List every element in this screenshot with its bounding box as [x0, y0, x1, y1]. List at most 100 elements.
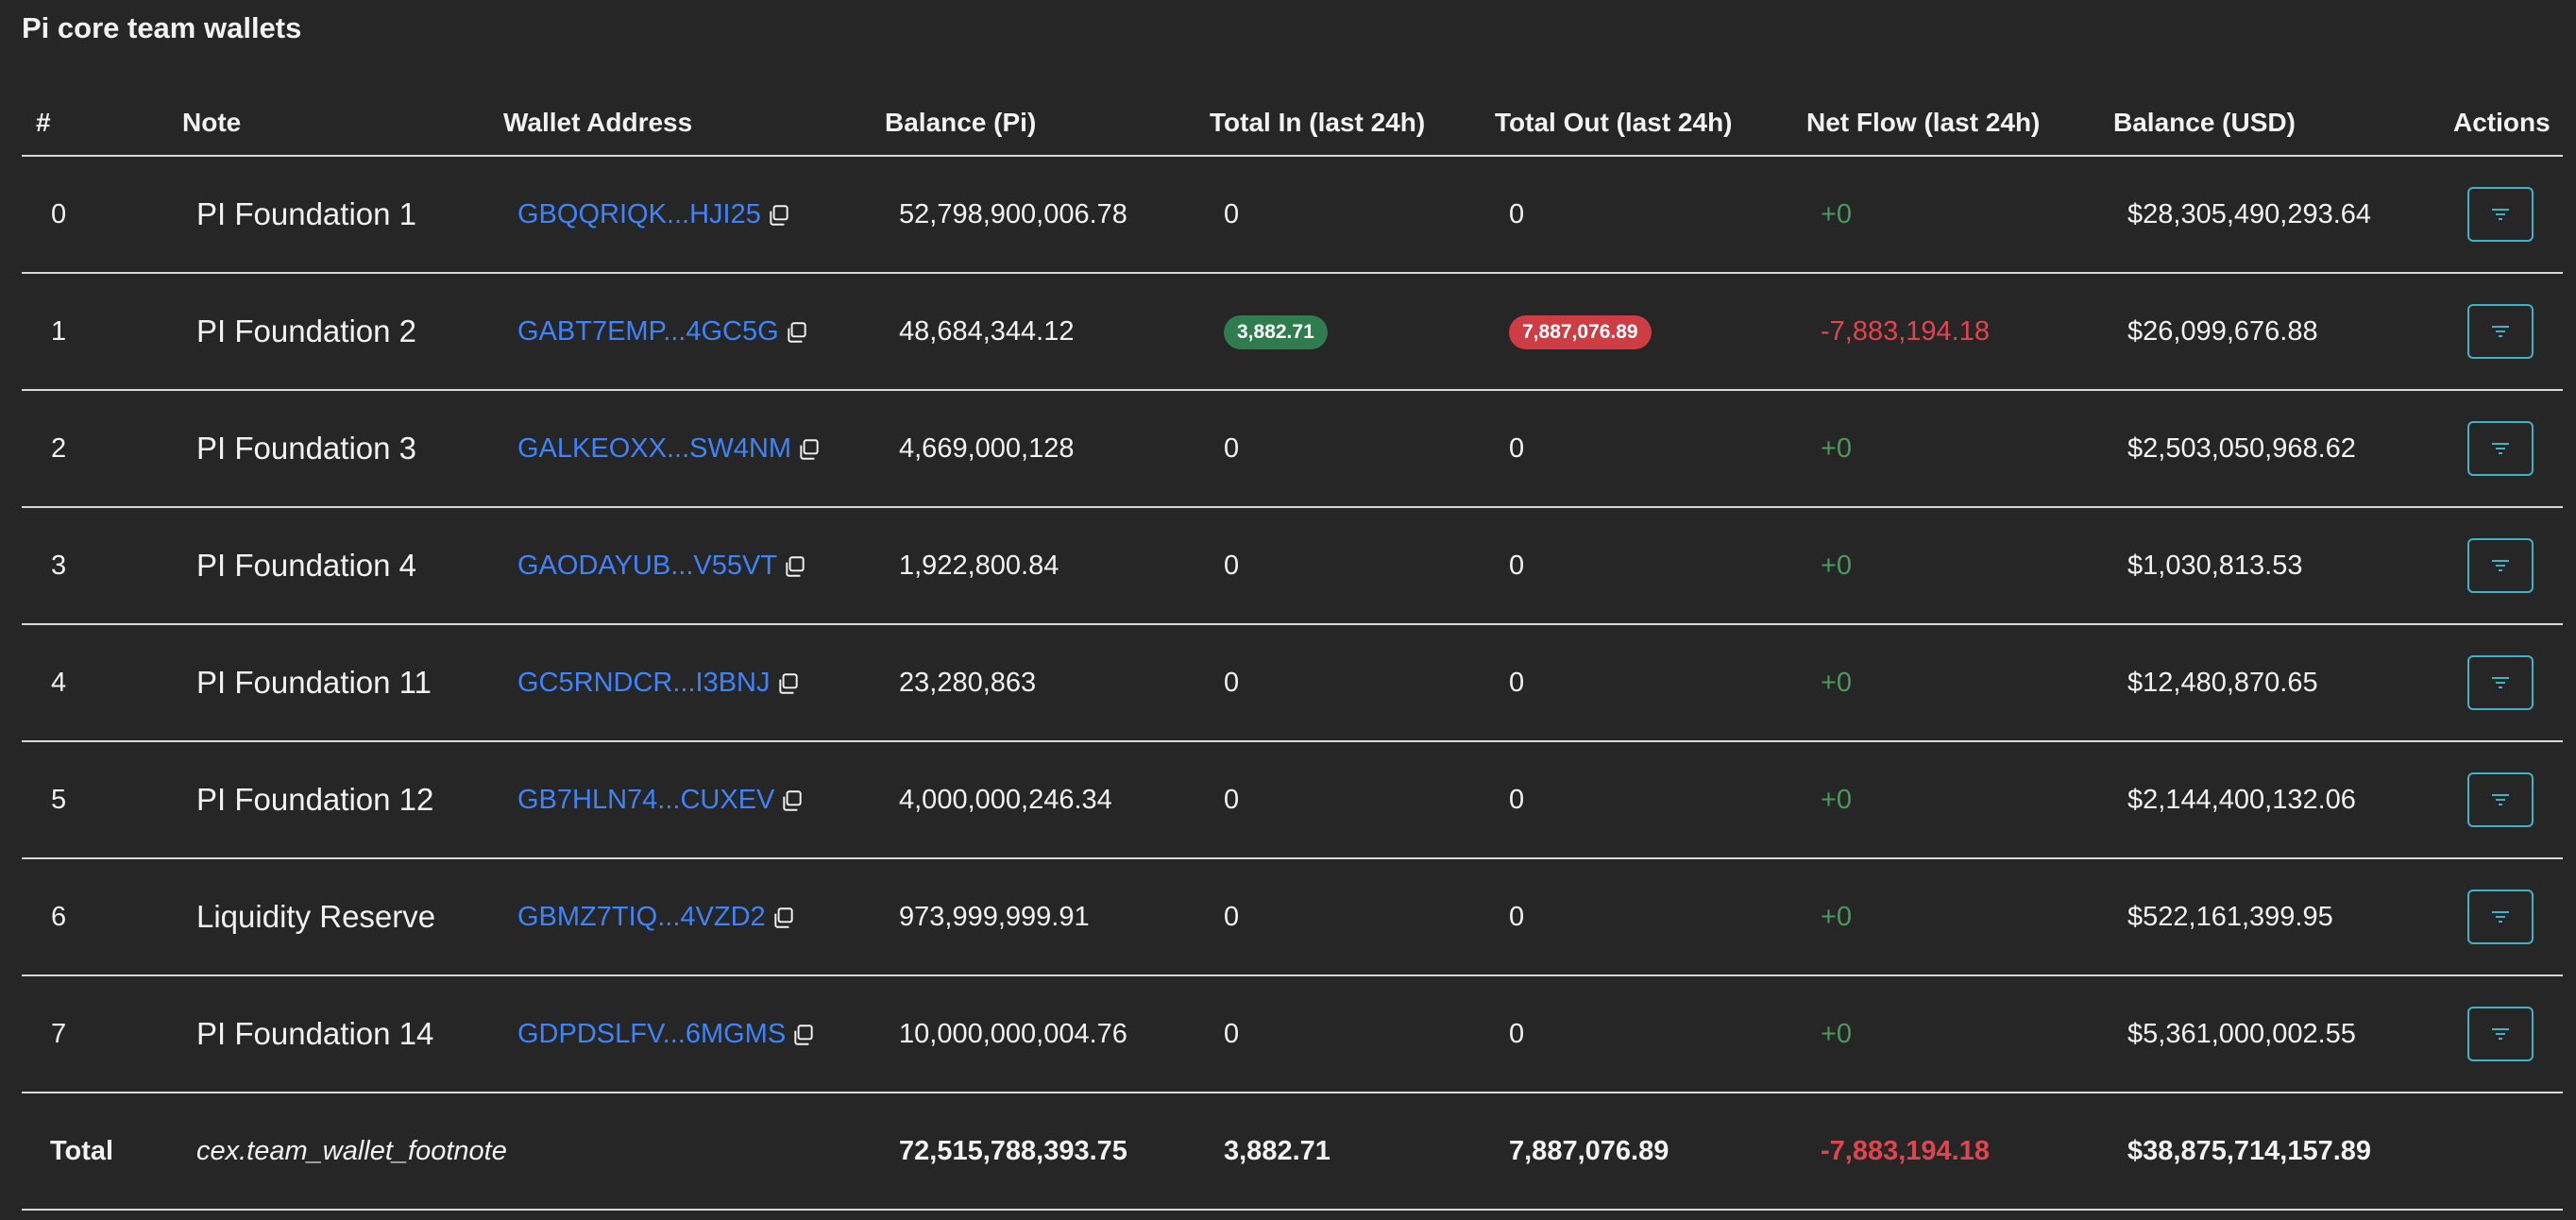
wallet-address-link[interactable]: GC5RNDCR...I3BNJ: [517, 667, 771, 698]
total-balance-pi: 72,515,788,393.75: [871, 1093, 1195, 1211]
total-address-cell: [489, 1093, 871, 1211]
row-address-cell: GBMZ7TIQ...4VZD2: [489, 858, 871, 976]
row-balance-usd: $5,361,000,002.55: [2099, 975, 2439, 1093]
row-address-cell: GAODAYUB...V55VT: [489, 507, 871, 625]
row-balance-pi: 4,669,000,128: [871, 390, 1195, 508]
col-header-balance-pi: Balance (Pi): [871, 90, 1195, 157]
row-balance-pi: 973,999,999.91: [871, 858, 1195, 976]
total-in-value: 0: [1224, 1018, 1240, 1049]
row-actions-cell: [2439, 156, 2563, 274]
filter-button[interactable]: [2467, 538, 2534, 593]
col-header-actions: Actions: [2439, 90, 2563, 157]
total-in-value: 0: [1224, 198, 1240, 229]
filter-button[interactable]: [2467, 655, 2534, 710]
wallet-address-link[interactable]: GAODAYUB...V55VT: [517, 550, 778, 581]
row-actions-cell: [2439, 273, 2563, 391]
total-out-value: 0: [1509, 784, 1525, 815]
total-out-value: 0: [1509, 432, 1525, 464]
row-actions-cell: [2439, 507, 2563, 625]
row-index: 2: [22, 390, 168, 508]
filter-button[interactable]: [2467, 421, 2534, 476]
wallet-address-link[interactable]: GBQQRIQK...HJI25: [517, 198, 761, 229]
row-balance-usd: $26,099,676.88: [2099, 273, 2439, 391]
row-index: 5: [22, 741, 168, 859]
row-balance-usd: $12,480,870.65: [2099, 624, 2439, 742]
total-actions-cell: [2439, 1093, 2563, 1211]
copy-icon[interactable]: [785, 320, 809, 345]
row-note: PI Foundation 2: [168, 273, 489, 391]
row-total-in: 0: [1195, 390, 1481, 508]
table-row: 3 PI Foundation 4 GAODAYUB...V55VT 1,922…: [22, 507, 2563, 625]
filter-icon: [2492, 911, 2509, 923]
wallet-address-link[interactable]: GBMZ7TIQ...4VZD2: [517, 901, 766, 932]
row-address-cell: GDPDSLFV...6MGMS: [489, 975, 871, 1093]
row-address-cell: GABT7EMP...4GC5G: [489, 273, 871, 391]
col-header-total-in: Total In (last 24h): [1195, 90, 1481, 157]
table-row: 0 PI Foundation 1 GBQQRIQK...HJI25 52,79…: [22, 156, 2563, 274]
row-net-flow: +0: [1792, 156, 2099, 274]
total-in-value: 0: [1224, 667, 1240, 698]
total-in-value: 0: [1224, 901, 1240, 932]
row-total-out: 0: [1481, 507, 1792, 625]
row-index: 6: [22, 858, 168, 976]
table-total-row: Total cex.team_wallet_footnote 72,515,78…: [22, 1093, 2563, 1211]
filter-icon: [2492, 443, 2509, 454]
wallet-address-link[interactable]: GABT7EMP...4GC5G: [517, 315, 779, 347]
total-in-value: 3,882.71: [1224, 314, 1328, 349]
copy-icon[interactable]: [797, 437, 822, 462]
total-out-value: 0: [1509, 1018, 1525, 1049]
row-balance-usd: $2,503,050,968.62: [2099, 390, 2439, 508]
total-balance-usd: $38,875,714,157.89: [2099, 1093, 2439, 1211]
copy-icon[interactable]: [776, 671, 801, 696]
table-row: 1 PI Foundation 2 GABT7EMP...4GC5G 48,68…: [22, 273, 2563, 391]
row-actions-cell: [2439, 858, 2563, 976]
wallet-address-link[interactable]: GALKEOXX...SW4NM: [517, 432, 792, 464]
row-index: 0: [22, 156, 168, 274]
copy-icon[interactable]: [791, 1023, 816, 1047]
filter-button[interactable]: [2467, 304, 2534, 359]
total-out-value: 0: [1509, 901, 1525, 932]
filter-icon: [2492, 677, 2509, 688]
row-address-cell: GC5RNDCR...I3BNJ: [489, 624, 871, 742]
row-actions-cell: [2439, 390, 2563, 508]
copy-icon[interactable]: [783, 554, 807, 579]
row-total-out: 0: [1481, 390, 1792, 508]
row-net-flow: +0: [1792, 975, 2099, 1093]
row-net-flow: +0: [1792, 507, 2099, 625]
row-balance-pi: 52,798,900,006.78: [871, 156, 1195, 274]
total-in: 3,882.71: [1195, 1093, 1481, 1211]
col-header-index: #: [22, 90, 168, 157]
filter-icon: [2492, 326, 2509, 337]
row-total-out: 0: [1481, 858, 1792, 976]
filter-button[interactable]: [2467, 187, 2534, 242]
row-note: PI Foundation 4: [168, 507, 489, 625]
copy-icon[interactable]: [767, 203, 791, 228]
row-net-flow: +0: [1792, 390, 2099, 508]
total-out-value: 0: [1509, 667, 1525, 698]
wallet-address-link[interactable]: GB7HLN74...CUXEV: [517, 784, 775, 815]
copy-icon[interactable]: [771, 906, 796, 930]
row-total-out: 0: [1481, 624, 1792, 742]
row-index: 7: [22, 975, 168, 1093]
filter-icon: [2492, 560, 2509, 571]
row-balance-usd: $28,305,490,293.64: [2099, 156, 2439, 274]
col-header-total-out: Total Out (last 24h): [1481, 90, 1792, 157]
row-note: PI Foundation 11: [168, 624, 489, 742]
table-row: 2 PI Foundation 3 GALKEOXX...SW4NM 4,669…: [22, 390, 2563, 508]
col-header-net-flow: Net Flow (last 24h): [1792, 90, 2099, 157]
filter-button[interactable]: [2467, 890, 2534, 944]
row-total-in: 0: [1195, 975, 1481, 1093]
row-balance-pi: 23,280,863: [871, 624, 1195, 742]
copy-icon[interactable]: [780, 788, 805, 813]
table-row: 7 PI Foundation 14 GDPDSLFV...6MGMS 10,0…: [22, 975, 2563, 1093]
filter-icon: [2492, 209, 2509, 220]
filter-button[interactable]: [2467, 1007, 2534, 1061]
filter-button[interactable]: [2467, 772, 2534, 827]
row-address-cell: GALKEOXX...SW4NM: [489, 390, 871, 508]
wallet-address-link[interactable]: GDPDSLFV...6MGMS: [517, 1018, 787, 1049]
page-title: Pi core team wallets: [22, 11, 302, 44]
row-total-in: 0: [1195, 156, 1481, 274]
row-total-out: 0: [1481, 156, 1792, 274]
table-header-row: # Note Wallet Address Balance (Pi) Total…: [22, 90, 2563, 157]
total-out-value: 0: [1509, 550, 1525, 581]
